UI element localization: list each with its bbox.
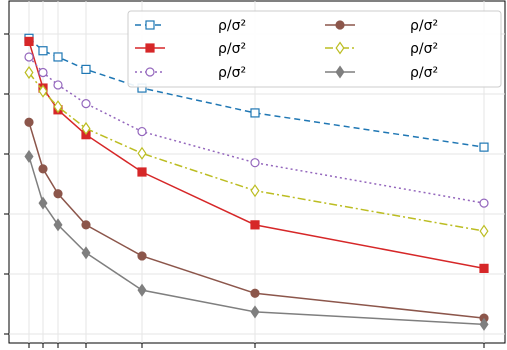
legend-marker-0 bbox=[145, 20, 155, 30]
series-2-point-5 bbox=[250, 158, 260, 168]
series-4-point-3 bbox=[81, 121, 91, 136]
series-0-point-6 bbox=[479, 142, 489, 152]
series-4-point-5 bbox=[250, 184, 260, 198]
legend-marker-5 bbox=[335, 65, 345, 79]
series-3-point-4 bbox=[137, 251, 147, 261]
legend-item-5: ρ/σ² bbox=[325, 65, 438, 81]
series-1-point-6 bbox=[479, 263, 489, 273]
series-2-point-0 bbox=[24, 52, 34, 62]
legend-marker-2 bbox=[145, 67, 155, 77]
series-5-point-0 bbox=[24, 149, 34, 164]
series-4-point-6 bbox=[479, 224, 489, 238]
legend-item-4: ρ/σ² bbox=[325, 41, 438, 57]
series-4-point-4 bbox=[137, 146, 147, 160]
series-5 bbox=[24, 149, 489, 331]
series-0-point-1 bbox=[38, 46, 48, 56]
legend-marker-1 bbox=[145, 43, 155, 53]
axis-ticks bbox=[4, 33, 485, 348]
legend-item-2: ρ/σ² bbox=[135, 65, 246, 81]
series-1-point-4 bbox=[137, 167, 147, 177]
series-5-point-5 bbox=[250, 305, 260, 319]
series-0-point-2 bbox=[53, 52, 63, 62]
legend-marker-3 bbox=[335, 20, 345, 30]
series-3-point-3 bbox=[81, 220, 91, 230]
series-0-point-3 bbox=[81, 64, 91, 75]
series-1-point-0 bbox=[24, 36, 34, 47]
series-2-point-6 bbox=[479, 198, 489, 208]
series-4 bbox=[24, 65, 489, 238]
series-3-point-1 bbox=[38, 164, 48, 174]
legend-label-2: ρ/σ² bbox=[218, 65, 246, 81]
series-5-point-3 bbox=[81, 246, 91, 260]
legend-box bbox=[127, 10, 502, 88]
series-5-point-4 bbox=[137, 283, 147, 297]
series-2 bbox=[24, 52, 489, 208]
series-3 bbox=[24, 117, 489, 323]
legend-marker-4 bbox=[335, 41, 345, 55]
series-group bbox=[24, 33, 489, 331]
series-3-point-0 bbox=[24, 117, 34, 127]
legend-label-4: ρ/σ² bbox=[410, 41, 438, 57]
series-3-point-2 bbox=[53, 189, 63, 199]
series-2-point-2 bbox=[53, 80, 63, 90]
series-5-point-1 bbox=[38, 196, 48, 210]
series-2-point-4 bbox=[137, 126, 147, 137]
legend-label-1: ρ/σ² bbox=[218, 41, 246, 57]
legend-item-0: ρ/σ² bbox=[135, 18, 246, 34]
legend-label-0: ρ/σ² bbox=[218, 18, 246, 34]
series-4-point-0 bbox=[24, 65, 34, 80]
legend: ρ/σ² ρ/σ² ρ/σ² ρ/σ² ρ/σ² ρ/σ² bbox=[127, 10, 502, 88]
legend-label-3: ρ/σ² bbox=[410, 18, 438, 34]
series-5-point-2 bbox=[53, 218, 63, 232]
series-1-point-5 bbox=[250, 220, 260, 230]
grid bbox=[9, 1, 505, 343]
series-0-point-5 bbox=[250, 108, 260, 118]
series-5-point-6 bbox=[479, 317, 489, 331]
series-4-point-2 bbox=[53, 100, 63, 114]
series-3-point-5 bbox=[250, 288, 260, 298]
series-2-point-1 bbox=[38, 67, 48, 78]
series-4-point-1 bbox=[38, 84, 48, 98]
legend-item-1: ρ/σ² bbox=[135, 41, 246, 57]
legend-item-3: ρ/σ² bbox=[325, 18, 438, 34]
series-2-point-3 bbox=[81, 98, 91, 109]
legend-label-5: ρ/σ² bbox=[410, 65, 438, 81]
